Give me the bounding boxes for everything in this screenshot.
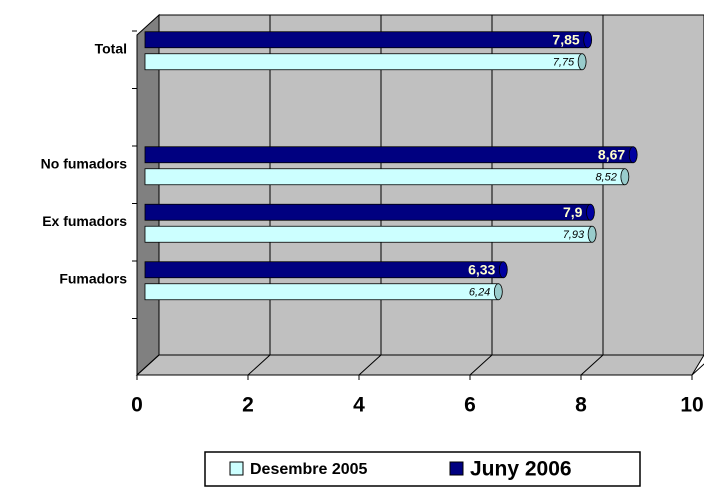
bar-cap [587, 225, 597, 243]
bar [144, 31, 589, 49]
x-tick-label: 10 [680, 394, 703, 417]
bar-cap [620, 168, 630, 186]
bar-cap [628, 146, 638, 164]
value-label: 6,33 [468, 261, 495, 277]
y-tick-label: No fumadors [41, 155, 128, 171]
bar [144, 168, 626, 186]
bar [144, 53, 583, 71]
value-label: 6,24 [469, 287, 490, 299]
bar [144, 225, 593, 243]
grid-line [580, 354, 604, 376]
legend-box [204, 451, 641, 487]
grid-line [247, 354, 271, 376]
value-label: 8,52 [595, 172, 616, 184]
value-label: 8,67 [598, 146, 625, 162]
bar-cap [577, 53, 587, 71]
legend-swatch [229, 461, 244, 476]
grid-line [358, 354, 382, 376]
bar-cap [586, 203, 595, 221]
bar [144, 146, 634, 164]
legend-label: Juny 2006 [470, 458, 572, 481]
x-tick-label: 6 [464, 394, 476, 417]
x-tick-label: 2 [242, 394, 254, 417]
value-label: 7,9 [563, 204, 583, 220]
y-tick-label: Ex fumadors [42, 213, 127, 229]
value-label: 7,93 [563, 229, 585, 241]
floor [135, 354, 704, 376]
bar [144, 283, 499, 301]
grid-line [469, 354, 493, 376]
value-label: 7,75 [553, 57, 575, 69]
y-tick-label: Fumadors [59, 270, 127, 286]
x-tick-label: 8 [575, 394, 587, 417]
bar-cap [498, 261, 508, 279]
bar [144, 261, 504, 279]
bar [144, 203, 591, 221]
bar-cap [583, 31, 593, 49]
grid-line [691, 363, 704, 376]
x-tick-label: 4 [353, 394, 365, 417]
legend-label: Desembre 2005 [250, 461, 368, 478]
legend-swatch [449, 461, 464, 476]
y-tick-label: Total [95, 40, 127, 56]
x-tick-label: 0 [131, 394, 143, 417]
grid-line [136, 354, 160, 376]
bar-cap [493, 283, 503, 301]
value-label: 7,85 [552, 31, 579, 47]
